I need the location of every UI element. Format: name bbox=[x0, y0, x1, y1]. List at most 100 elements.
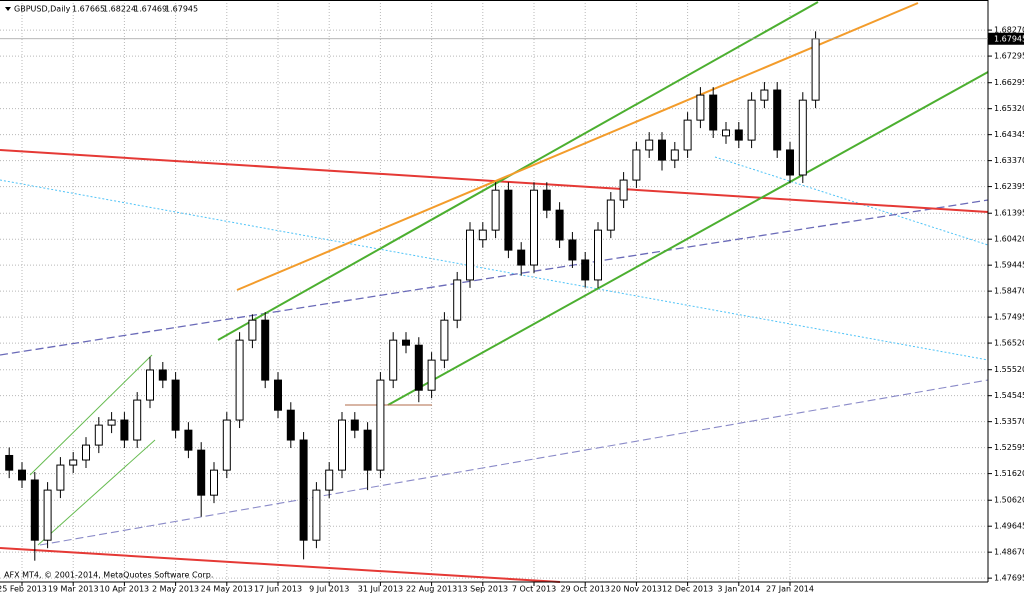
candle-body bbox=[491, 189, 500, 231]
x-tick-label: 25 Feb 2013 bbox=[0, 585, 47, 594]
candle-body bbox=[82, 444, 90, 461]
candle-body bbox=[94, 424, 103, 446]
trend-lines bbox=[0, 1, 989, 583]
candle-body bbox=[210, 469, 218, 496]
candle-body bbox=[734, 129, 743, 141]
footer: AFX MT4, © 2001-2014, MetaQuotes Softwar… bbox=[4, 571, 213, 580]
candle-body bbox=[798, 99, 807, 176]
candle-body bbox=[261, 319, 270, 381]
header-value: 1.67945 bbox=[165, 5, 198, 14]
y-tick-label: 1.51620 bbox=[994, 469, 1024, 478]
candle-body bbox=[606, 199, 615, 231]
x-tick-label: 20 Nov 2013 bbox=[611, 585, 662, 594]
candle-body bbox=[670, 149, 679, 161]
y-tick-label: 1.64345 bbox=[994, 130, 1024, 139]
x-tick-label: 22 Aug 2013 bbox=[406, 585, 457, 594]
menu-triangle[interactable] bbox=[5, 7, 11, 11]
candle-body bbox=[133, 399, 142, 441]
candle-body bbox=[722, 129, 730, 137]
candle-body bbox=[786, 149, 794, 176]
y-tick-label: 1.52595 bbox=[994, 443, 1024, 452]
header-value: 1.68224 bbox=[103, 5, 136, 14]
candle-body bbox=[466, 229, 474, 281]
candle-body bbox=[542, 189, 551, 211]
candle-body bbox=[696, 94, 705, 121]
green-channel bbox=[387, 71, 989, 406]
candle-body bbox=[517, 249, 526, 266]
y-tick-label: 1.48670 bbox=[994, 548, 1024, 557]
green-channel bbox=[37, 439, 156, 546]
candle-body bbox=[530, 189, 538, 266]
red-trend bbox=[0, 547, 561, 583]
candle-body bbox=[568, 239, 577, 261]
candle-body bbox=[594, 229, 602, 281]
y-tick-label: 1.47695 bbox=[994, 574, 1024, 583]
candle-body bbox=[274, 379, 282, 411]
y-tick-label: 1.62395 bbox=[994, 182, 1024, 191]
candle-body bbox=[402, 339, 410, 346]
candle-body bbox=[619, 179, 628, 201]
candle-body bbox=[158, 369, 167, 381]
candle-body bbox=[120, 419, 129, 441]
y-tick-label: 1.65320 bbox=[994, 104, 1024, 113]
y-tick-label: 1.53570 bbox=[994, 417, 1024, 426]
candle-body bbox=[171, 379, 180, 431]
x-tick-label: 31 Jul 2013 bbox=[358, 585, 403, 594]
y-tick-label: 1.61395 bbox=[994, 209, 1024, 218]
candle-body bbox=[440, 319, 449, 361]
candle-body bbox=[222, 419, 231, 471]
chart-title: GBPUSD,Daily bbox=[14, 5, 71, 14]
candle-body bbox=[18, 469, 26, 481]
candle-body bbox=[184, 429, 193, 451]
x-tick-label: 29 Oct 2013 bbox=[560, 585, 609, 594]
x-tick-label: 10 Apr 2013 bbox=[100, 585, 149, 594]
candle-body bbox=[5, 454, 14, 471]
x-tick-label: 13 Sep 2013 bbox=[457, 585, 508, 594]
x-tick-label: 9 Jul 2013 bbox=[309, 585, 349, 594]
cyan-trend bbox=[0, 179, 989, 361]
y-tick-label: 1.50620 bbox=[994, 496, 1024, 505]
grid bbox=[0, 0, 988, 582]
y-tick-label: 1.56520 bbox=[994, 339, 1024, 348]
axes: 1.68270 1.67295 1.66295 1.65320 1.64345 1.633… bbox=[0, 26, 1024, 594]
candle-body bbox=[811, 38, 820, 101]
candle-body bbox=[747, 99, 756, 141]
candles bbox=[5, 31, 820, 561]
candle-body bbox=[325, 469, 334, 491]
last-price-label: 1.67945 bbox=[994, 34, 1024, 43]
x-tick-label: 7 Oct 2013 bbox=[512, 585, 556, 594]
y-tick-label: 1.68270 bbox=[994, 26, 1024, 35]
candle-body bbox=[760, 89, 769, 101]
candle-body bbox=[773, 89, 782, 151]
y-tick-label: 1.54545 bbox=[994, 391, 1024, 400]
x-tick-label: 2 May 2013 bbox=[152, 585, 199, 594]
candle-body bbox=[350, 419, 359, 431]
candle-body bbox=[504, 189, 513, 251]
candle-body bbox=[645, 139, 654, 151]
orange-trend bbox=[236, 2, 919, 291]
candle-body bbox=[427, 359, 436, 391]
candle-body bbox=[56, 464, 65, 491]
x-tick-label: 19 Mar 2013 bbox=[48, 585, 99, 594]
candle-body bbox=[632, 149, 641, 181]
candle-body bbox=[555, 209, 564, 241]
green-channel bbox=[29, 354, 153, 476]
y-tick-label: 1.55520 bbox=[994, 365, 1024, 374]
dashed-trend bbox=[0, 199, 989, 356]
candle-body bbox=[376, 379, 385, 471]
last-price-box bbox=[988, 32, 1024, 45]
y-tick-label: 1.67295 bbox=[994, 52, 1024, 61]
x-tick-label: 3 Jan 2014 bbox=[717, 585, 760, 594]
candle-body bbox=[286, 409, 295, 441]
candle-body bbox=[30, 479, 39, 541]
candle-body bbox=[338, 419, 346, 471]
candle-body bbox=[478, 229, 487, 241]
candle-body bbox=[414, 344, 423, 391]
candle-body bbox=[107, 419, 116, 426]
y-tick-label: 1.66295 bbox=[994, 78, 1024, 87]
candle-body bbox=[248, 319, 257, 341]
candle-body bbox=[683, 119, 692, 151]
header-value: 1.67665 bbox=[72, 5, 105, 14]
